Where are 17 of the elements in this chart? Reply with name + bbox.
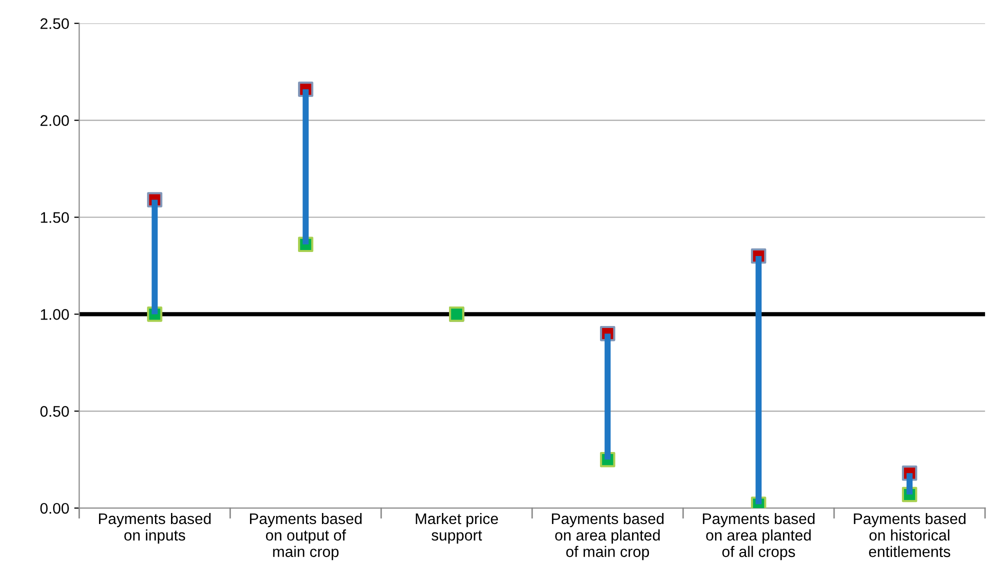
y-tick-label: 2.50 — [40, 18, 69, 30]
bar — [152, 200, 158, 314]
y-tick-label: 1.00 — [40, 309, 69, 320]
x-tick-label: Payments based on area planted of all crops — [702, 512, 815, 560]
bar — [302, 89, 309, 244]
y-tick-label: 1.50 — [40, 212, 69, 223]
x-tick-label: Payments based on area planted of main crop — [552, 512, 664, 560]
bar — [604, 334, 611, 460]
y-tick-label: 0.50 — [40, 406, 69, 417]
x-tick-label: Payments based on output of main crop — [250, 512, 362, 560]
y-tick-label: 2.00 — [40, 115, 69, 126]
x-tick-label: Payments based on inputs — [99, 512, 211, 544]
x-tick-label: Payments based on historical entitlements — [854, 512, 966, 558]
y-tick-label: 0.00 — [40, 502, 69, 514]
bar — [756, 256, 762, 504]
x-tick-label: Market price support — [416, 512, 498, 544]
bar — [906, 473, 913, 495]
